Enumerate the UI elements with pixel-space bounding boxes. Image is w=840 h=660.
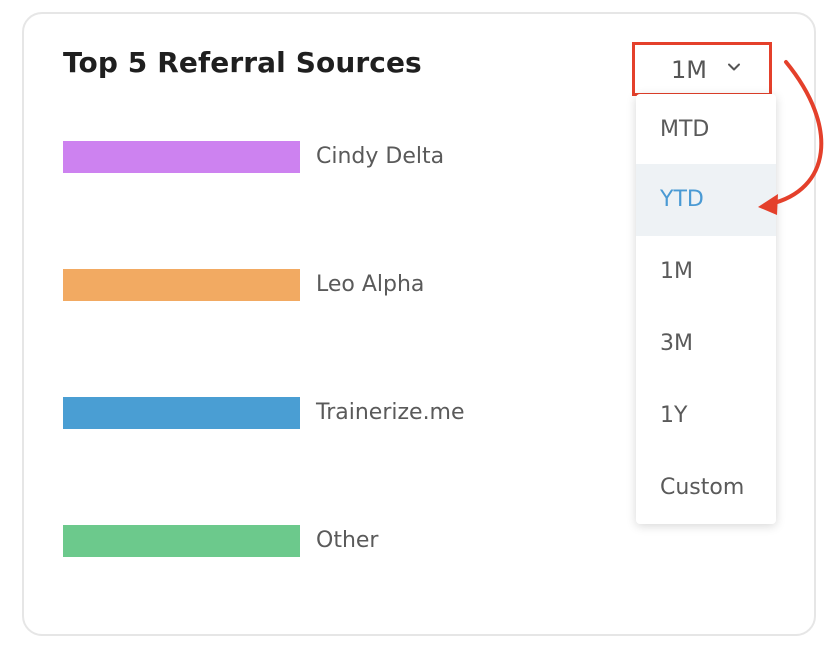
curved-arrow-icon bbox=[758, 60, 824, 215]
legend-swatch bbox=[63, 141, 300, 173]
legend-label: Leo Alpha bbox=[316, 272, 425, 297]
card-title: Top 5 Referral Sources bbox=[63, 46, 422, 79]
menu-item-1m[interactable]: 1M bbox=[660, 259, 693, 284]
legend-label: Cindy Delta bbox=[316, 144, 445, 169]
menu-item-custom[interactable]: Custom bbox=[660, 475, 745, 500]
legend-swatch bbox=[63, 269, 300, 301]
legend-swatch bbox=[63, 397, 300, 429]
legend-swatch bbox=[63, 525, 300, 557]
menu-item-3m[interactable]: 3M bbox=[660, 331, 693, 356]
menu-item-1y[interactable]: 1Y bbox=[660, 403, 688, 428]
legend-label: Other bbox=[316, 528, 379, 553]
chevron-down-icon bbox=[728, 63, 740, 71]
legend-label: Trainerize.me bbox=[316, 400, 465, 425]
period-select-value: 1M bbox=[671, 56, 707, 84]
menu-item-mtd[interactable]: MTD bbox=[660, 117, 710, 142]
menu-item-ytd[interactable]: YTD bbox=[636, 164, 776, 236]
period-dropdown-menu: MTD YTD 1M 3M 1Y Custom bbox=[636, 94, 776, 524]
